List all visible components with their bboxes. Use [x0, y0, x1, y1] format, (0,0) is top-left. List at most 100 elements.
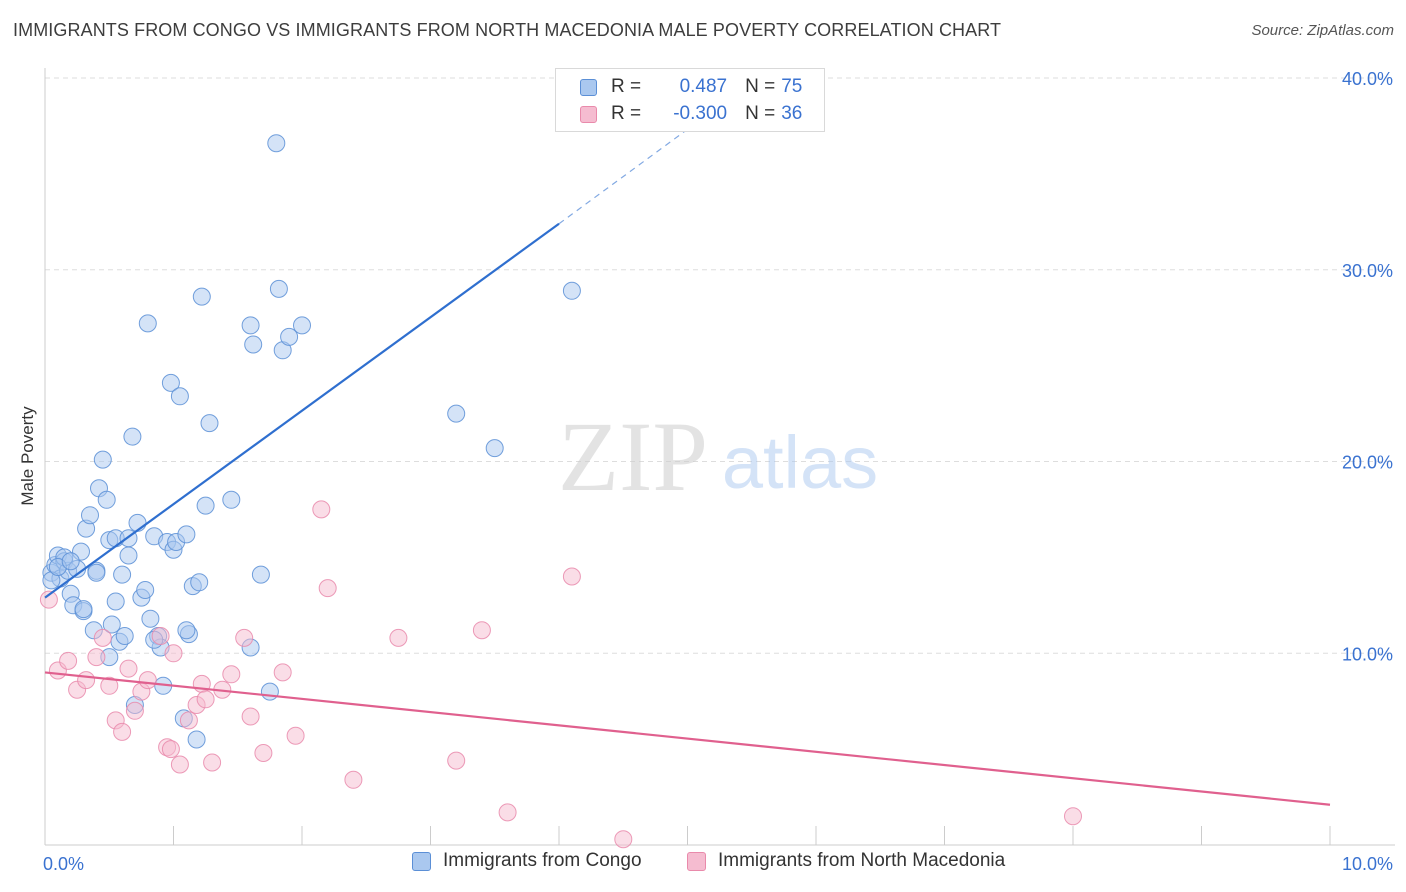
y-tick-label: 10.0%: [1342, 644, 1393, 664]
regression-layer: [44, 100, 1331, 806]
congo-point: [196, 496, 215, 515]
legend-r-label: R =: [611, 76, 642, 97]
macedonia-point: [39, 590, 58, 609]
legend-n-label: N =: [745, 76, 776, 97]
congo-point: [260, 682, 279, 701]
congo-point: [87, 563, 106, 582]
x-tick-label: 0.0%: [43, 854, 84, 874]
macedonia-point: [286, 726, 305, 745]
macedonia-point: [498, 803, 517, 822]
macedonia-point: [447, 751, 466, 770]
legend-item-congo[interactable]: Immigrants from Congo: [412, 850, 642, 872]
macedonia-point: [344, 770, 363, 789]
macedonia-swatch: [580, 105, 597, 123]
legend-item-label: Immigrants from North Macedonia: [718, 850, 1006, 871]
legend-r-value: 0.487: [679, 76, 728, 97]
congo-point: [93, 450, 112, 469]
congo-point: [269, 279, 288, 298]
macedonia-point: [170, 755, 189, 774]
congo-point: [562, 281, 581, 300]
macedonia-point: [164, 644, 183, 663]
macedonia-point: [151, 627, 170, 645]
congo-point: [141, 609, 160, 628]
y-tick-label: 30.0%: [1342, 261, 1393, 281]
congo-point: [190, 573, 209, 592]
congo-point: [241, 316, 260, 335]
congo-regression-line: [44, 222, 560, 599]
congo-point: [102, 615, 121, 634]
legend-row-macedonia: R = -0.300 N = 36: [580, 102, 802, 126]
congo-point: [61, 552, 80, 571]
congo-point: [267, 134, 286, 153]
axis-layer: [44, 68, 1395, 846]
macedonia-point: [93, 628, 112, 647]
y-tick-label: 40.0%: [1342, 69, 1393, 89]
congo-point: [161, 373, 180, 392]
points-layer: [39, 134, 1082, 849]
congo-point: [192, 287, 211, 306]
macedonia-point: [196, 690, 215, 709]
congo-point: [119, 546, 138, 565]
congo-point: [293, 316, 311, 335]
macedonia-point: [100, 676, 119, 695]
congo-point: [200, 414, 219, 433]
y-tick-label: 20.0%: [1342, 453, 1393, 473]
macedonia-point: [161, 740, 180, 759]
congo-swatch: [412, 851, 431, 871]
congo-point: [115, 627, 134, 645]
correlation-legend: R = 0.487 N = 75 R = -0.300 N = 36: [555, 68, 825, 132]
macedonia-point: [77, 671, 96, 690]
congo-point: [170, 387, 189, 406]
congo-point: [447, 404, 466, 423]
congo-point: [97, 490, 116, 509]
congo-point: [113, 565, 132, 584]
congo-point: [187, 730, 206, 749]
macedonia-point: [222, 665, 241, 684]
macedonia-point: [562, 567, 581, 586]
congo-point: [222, 490, 241, 509]
congo-point: [244, 335, 263, 354]
source-label: Source: ZipAtlas.com: [1251, 22, 1394, 39]
congo-point: [177, 525, 196, 544]
macedonia-point: [203, 753, 222, 772]
macedonia-point: [1064, 807, 1082, 826]
legend-n-value: 36: [781, 103, 803, 124]
macedonia-point: [614, 830, 633, 849]
grid-layer: [45, 77, 1395, 654]
macedonia-regression-line: [44, 671, 1331, 806]
macedonia-point: [254, 744, 273, 762]
congo-regression-extension: [558, 100, 727, 225]
congo-point: [128, 513, 147, 532]
macedonia-point: [113, 722, 132, 741]
macedonia-point: [318, 579, 337, 598]
congo-point: [74, 600, 93, 619]
macedonia-point: [235, 628, 254, 647]
macedonia-point: [241, 707, 260, 726]
macedonia-point: [87, 648, 106, 667]
legend-item-macedonia[interactable]: Immigrants from North Macedonia: [687, 850, 1005, 872]
watermark: ZIP atlas: [558, 401, 878, 512]
chart-title: IMMIGRANTS FROM CONGO VS IMMIGRANTS FROM…: [13, 20, 1002, 40]
congo-point: [138, 314, 157, 333]
congo-point: [81, 506, 99, 525]
macedonia-point: [138, 671, 157, 690]
congo-point: [251, 565, 270, 584]
x-tick-label: 10.0%: [1342, 854, 1393, 874]
congo-point: [280, 327, 299, 346]
legend-r-label: R =: [611, 103, 642, 124]
series-legend: Immigrants from Congo Immigrants from No…: [0, 850, 1406, 878]
tick-label-layer: 10.0% 20.0% 30.0% 40.0% 0.0% 10.0%: [43, 69, 1393, 874]
congo-point: [177, 621, 196, 640]
macedonia-point: [179, 711, 198, 730]
macedonia-point: [59, 651, 78, 670]
legend-row-congo: R = 0.487 N = 75: [580, 75, 802, 99]
watermark-zip: ZIP: [558, 401, 708, 512]
macedonia-point: [472, 621, 491, 640]
macedonia-point: [273, 663, 292, 682]
macedonia-swatch: [687, 851, 706, 871]
macedonia-point: [389, 628, 408, 647]
macedonia-point: [312, 500, 331, 519]
congo-point: [106, 592, 125, 611]
watermark-atlas: atlas: [722, 421, 878, 504]
